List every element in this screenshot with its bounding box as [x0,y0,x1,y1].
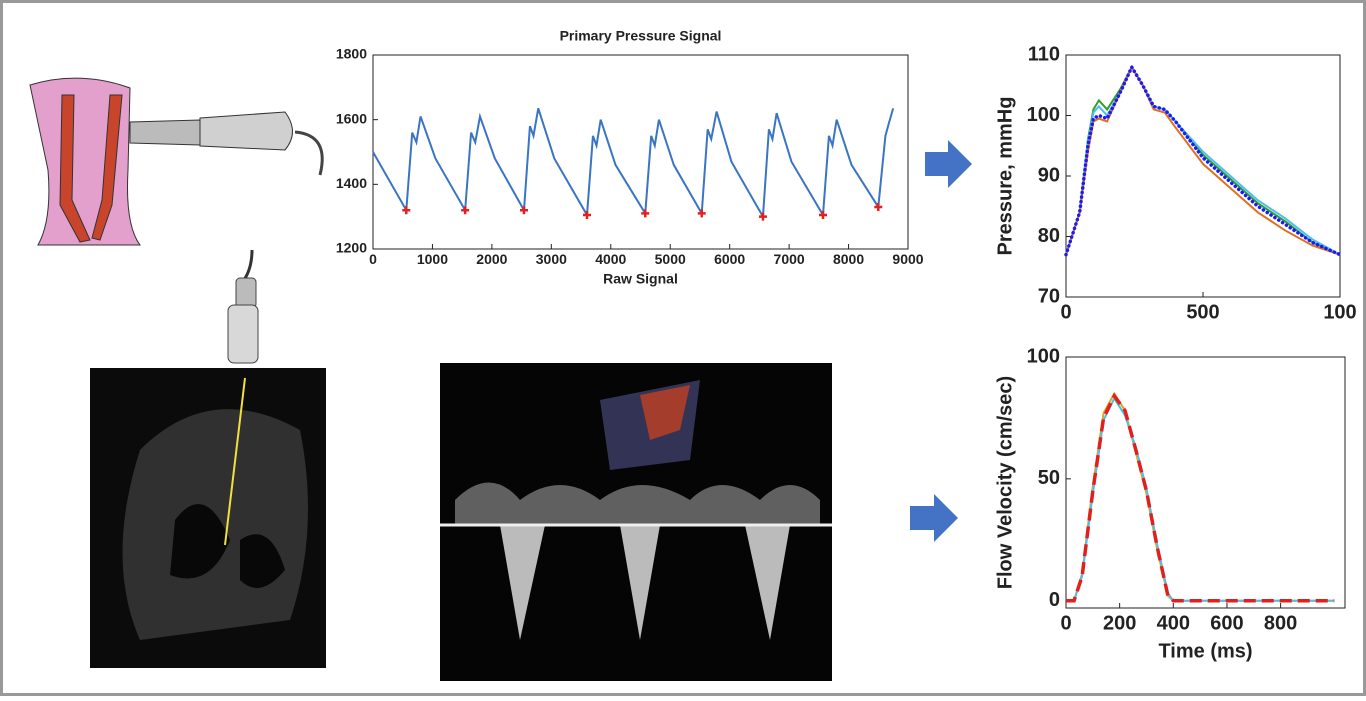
cursor-line [224,377,246,546]
x-tick-label: 0 [369,251,377,267]
doppler-spectrum-top [455,482,820,525]
data-point [583,211,591,220]
y-axis-label: Pressure, mmHg [994,97,1016,256]
doppler-color-flow [640,385,690,440]
y-tick-label: 80 [1038,225,1060,247]
x-tick-label: 9000 [892,251,923,267]
x-tick-label: 4000 [595,251,626,267]
x-tick-label: 7000 [774,251,805,267]
x-tick-label: 800 [1264,612,1297,634]
ultrasound-probe [227,249,259,364]
y-tick-label: 1800 [336,46,367,62]
data-point [461,206,470,215]
y-tick-label: 100 [1027,345,1060,367]
plot-area [372,54,909,250]
data-line [1066,392,1335,603]
y-tick-label: 0 [1049,589,1060,611]
echo-chambers [170,504,285,588]
x-tick-label: 400 [1157,612,1190,634]
data-point [818,211,827,220]
data-line [1064,63,1342,257]
data-point [641,209,650,218]
data-point [874,202,883,211]
x-tick-label: 1000 [417,251,448,267]
x-tick-label: 200 [1103,612,1136,634]
x-tick-label: 2000 [476,251,507,267]
arrow [910,494,958,542]
y-tick-label: 90 [1038,164,1060,186]
plot-area [1065,54,1341,298]
plot-area [1065,356,1346,609]
x-tick-label: 500 [1186,301,1219,323]
data-point [697,209,706,218]
x-tick-label: 6000 [714,251,745,267]
x-tick-label: 3000 [536,251,567,267]
y-tick-label: 1600 [336,110,367,126]
x-tick-label: 600 [1210,612,1243,634]
x-tick-label: 0 [1060,612,1071,634]
data-point [519,206,528,215]
x-axis-label: Time (ms) [1158,640,1252,662]
chart-title: Primary Pressure Signal [560,28,722,44]
data-point [758,212,767,221]
neck-illustration [29,77,324,246]
arrow [925,140,972,188]
data-point [402,206,411,215]
data-line [372,108,895,221]
y-tick-label: 110 [1028,43,1060,65]
x-tick-label: 5000 [655,251,686,267]
data-line [1065,64,1341,256]
y-tick-label: 100 [1027,104,1060,126]
y-tick-label: 1200 [336,240,367,256]
x-tick-label: 0 [1060,301,1071,323]
x-tick-label: 100 [1323,301,1356,323]
x-axis-label: Raw Signal [603,271,678,287]
y-tick-label: 70 [1038,285,1060,307]
doppler-spectrum-bottom [500,525,790,640]
x-tick-label: 8000 [833,251,864,267]
y-tick-label: 50 [1038,467,1060,489]
y-axis-label: Flow Velocity (cm/sec) [994,376,1016,589]
y-tick-label: 1400 [336,175,367,191]
